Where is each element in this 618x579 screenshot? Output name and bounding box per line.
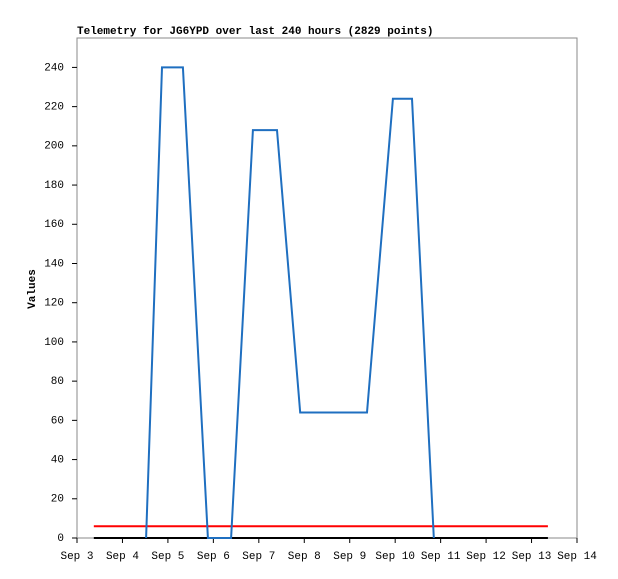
y-tick-label: 200 bbox=[44, 141, 64, 153]
y-tick-label: 240 bbox=[44, 62, 64, 74]
x-tick-label: Sep 7 bbox=[242, 551, 275, 563]
x-tick-label: Sep 8 bbox=[288, 551, 321, 563]
y-tick-label: 180 bbox=[44, 180, 64, 192]
chart-title: Telemetry for JG6YPD over last 240 hours… bbox=[77, 26, 433, 38]
x-tick-label: Sep 14 bbox=[557, 551, 597, 563]
x-tick-label: Sep 5 bbox=[151, 551, 184, 563]
series-line bbox=[145, 66, 435, 539]
y-tick-label: 80 bbox=[51, 376, 64, 388]
y-tick-label: 0 bbox=[57, 533, 64, 545]
x-tick-label: Sep 12 bbox=[466, 551, 506, 563]
y-tick-label: 60 bbox=[51, 415, 64, 427]
x-tick-label: Sep 13 bbox=[512, 551, 552, 563]
y-tick-label: 100 bbox=[44, 337, 64, 349]
y-tick-label: 160 bbox=[44, 219, 64, 231]
x-tick-label: Sep 11 bbox=[421, 551, 461, 563]
y-axis-label: Values bbox=[27, 269, 39, 309]
y-tick-label: 220 bbox=[44, 102, 64, 114]
y-tick-label: 140 bbox=[44, 258, 64, 270]
y-tick-label: 120 bbox=[44, 298, 64, 310]
x-tick-label: Sep 10 bbox=[375, 551, 415, 563]
y-tick-label: 20 bbox=[51, 494, 64, 506]
x-tick-label: Sep 4 bbox=[106, 551, 139, 563]
x-tick-label: Sep 3 bbox=[60, 551, 93, 563]
x-tick-label: Sep 9 bbox=[333, 551, 366, 563]
x-tick-label: Sep 6 bbox=[197, 551, 230, 563]
y-tick-label: 40 bbox=[51, 454, 64, 466]
